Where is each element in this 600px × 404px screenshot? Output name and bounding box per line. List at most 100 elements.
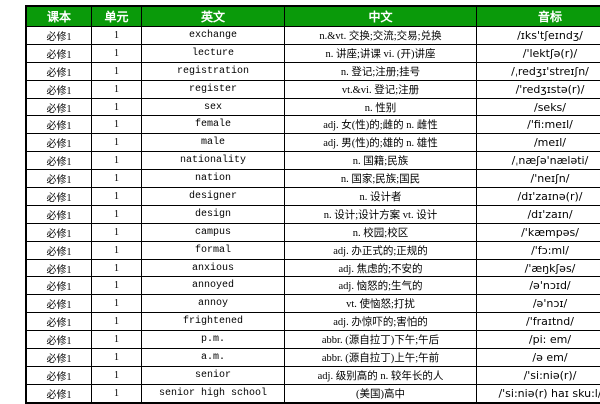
cell-textbook: 必修1 — [26, 349, 92, 367]
cell-textbook: 必修1 — [26, 44, 92, 62]
cell-english: designer — [142, 188, 285, 206]
cell-chinese: adj. 级别高的 n. 较年长的人 — [285, 366, 477, 384]
cell-phonetic: /ˌnæʃə'næləti/ — [477, 152, 600, 170]
cell-unit: 1 — [92, 241, 142, 259]
cell-textbook: 必修1 — [26, 259, 92, 277]
cell-textbook: 必修1 — [26, 134, 92, 152]
cell-phonetic: /'kæmpəs/ — [477, 223, 600, 241]
cell-phonetic: /ə'nɔɪd/ — [477, 277, 600, 295]
cell-phonetic: /'fi:meɪl/ — [477, 116, 600, 134]
cell-phonetic: /'fɔ:ml/ — [477, 241, 600, 259]
cell-english: a.m. — [142, 349, 285, 367]
cell-chinese: n. 讲座;讲课 vi. (开)讲座 — [285, 44, 477, 62]
cell-english: registration — [142, 62, 285, 80]
cell-unit: 1 — [92, 170, 142, 188]
cell-textbook: 必修1 — [26, 295, 92, 313]
cell-chinese: n. 设计者 — [285, 188, 477, 206]
cell-chinese: adj. 办正式的;正规的 — [285, 241, 477, 259]
cell-unit: 1 — [92, 62, 142, 80]
cell-unit: 1 — [92, 223, 142, 241]
cell-textbook: 必修1 — [26, 27, 92, 45]
cell-phonetic: /meɪl/ — [477, 134, 600, 152]
cell-textbook: 必修1 — [26, 313, 92, 331]
cell-unit: 1 — [92, 295, 142, 313]
cell-textbook: 必修1 — [26, 331, 92, 349]
cell-english: campus — [142, 223, 285, 241]
cell-phonetic: /dɪ'zaɪn/ — [477, 205, 600, 223]
cell-chinese: adj. 恼怒的;生气的 — [285, 277, 477, 295]
cell-textbook: 必修1 — [26, 116, 92, 134]
column-header-english: 英文 — [142, 6, 285, 27]
cell-unit: 1 — [92, 277, 142, 295]
cell-textbook: 必修1 — [26, 205, 92, 223]
cell-textbook: 必修1 — [26, 62, 92, 80]
cell-english: p.m. — [142, 331, 285, 349]
cell-phonetic: /dɪ'zaɪnə(r)/ — [477, 188, 600, 206]
cell-phonetic: /'fraɪtnd/ — [477, 313, 600, 331]
cell-english: sex — [142, 98, 285, 116]
cell-textbook: 必修1 — [26, 98, 92, 116]
cell-phonetic: /ə'nɔɪ/ — [477, 295, 600, 313]
cell-phonetic: /ˌredʒɪ'streɪʃn/ — [477, 62, 600, 80]
cell-textbook: 必修1 — [26, 80, 92, 98]
cell-textbook: 必修1 — [26, 188, 92, 206]
cell-unit: 1 — [92, 98, 142, 116]
column-header-chinese: 中文 — [285, 6, 477, 27]
cell-chinese: n. 性别 — [285, 98, 477, 116]
cell-chinese: adj. 男(性)的;雄的 n. 雄性 — [285, 134, 477, 152]
cell-unit: 1 — [92, 259, 142, 277]
cell-unit: 1 — [92, 134, 142, 152]
cell-unit: 1 — [92, 205, 142, 223]
cell-chinese: vt. 使恼怒;打扰 — [285, 295, 477, 313]
cell-english: female — [142, 116, 285, 134]
cell-english: anxious — [142, 259, 285, 277]
cell-chinese: vt.&vi. 登记;注册 — [285, 80, 477, 98]
cell-unit: 1 — [92, 188, 142, 206]
cell-chinese: adj. 办惊吓的;害怕的 — [285, 313, 477, 331]
cell-chinese: n. 登记;注册;挂号 — [285, 62, 477, 80]
cell-unit: 1 — [92, 331, 142, 349]
cell-unit: 1 — [92, 313, 142, 331]
cell-unit: 1 — [92, 152, 142, 170]
cell-english: design — [142, 205, 285, 223]
cell-textbook: 必修1 — [26, 241, 92, 259]
cell-english: nationality — [142, 152, 285, 170]
cell-unit: 1 — [92, 349, 142, 367]
cell-phonetic: /'neɪʃn/ — [477, 170, 600, 188]
table-header: 课本单元英文中文音标 — [26, 6, 600, 27]
cell-english: annoy — [142, 295, 285, 313]
cell-english: frightened — [142, 313, 285, 331]
cell-phonetic: /pi: em/ — [477, 331, 600, 349]
cell-phonetic: /'si:niə(r)/ — [477, 366, 600, 384]
cell-phonetic: /ɪks'tʃeɪndʒ/ — [477, 27, 600, 45]
cell-unit: 1 — [92, 80, 142, 98]
cell-chinese: n. 设计;设计方案 vt. 设计 — [285, 205, 477, 223]
header-row: 课本单元英文中文音标 — [26, 6, 600, 27]
cell-textbook: 必修1 — [26, 223, 92, 241]
column-header-phonetic: 音标 — [477, 6, 600, 27]
cell-english: lecture — [142, 44, 285, 62]
cell-phonetic: /seks/ — [477, 98, 600, 116]
cell-textbook: 必修1 — [26, 170, 92, 188]
cell-english: exchange — [142, 27, 285, 45]
column-header-unit: 单元 — [92, 6, 142, 27]
cell-english: annoyed — [142, 277, 285, 295]
cell-english: register — [142, 80, 285, 98]
